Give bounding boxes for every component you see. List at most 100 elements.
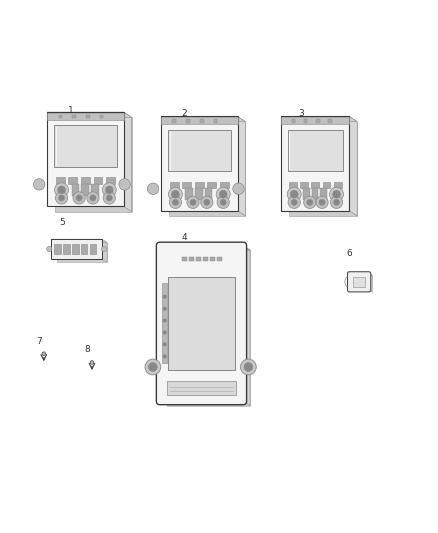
Bar bbox=[214, 119, 217, 123]
Bar bbox=[54, 125, 117, 167]
Text: 6: 6 bbox=[346, 249, 352, 258]
Circle shape bbox=[171, 190, 179, 198]
Polygon shape bbox=[243, 246, 250, 406]
Circle shape bbox=[163, 295, 166, 298]
Bar bbox=[289, 182, 297, 188]
Bar bbox=[334, 182, 342, 188]
Text: 3: 3 bbox=[298, 109, 304, 118]
Circle shape bbox=[288, 196, 300, 208]
Text: 2: 2 bbox=[182, 109, 187, 118]
Circle shape bbox=[163, 319, 166, 322]
Circle shape bbox=[73, 192, 85, 204]
Circle shape bbox=[163, 355, 166, 358]
Bar bbox=[71, 184, 79, 196]
Bar bbox=[195, 188, 203, 200]
Bar bbox=[47, 113, 124, 120]
Circle shape bbox=[330, 196, 343, 208]
Bar bbox=[304, 119, 307, 123]
Text: 1: 1 bbox=[68, 107, 74, 115]
Bar bbox=[208, 182, 216, 188]
Bar bbox=[303, 188, 310, 200]
Circle shape bbox=[219, 190, 227, 198]
Circle shape bbox=[169, 196, 181, 208]
Bar bbox=[64, 244, 70, 254]
Text: 4: 4 bbox=[182, 233, 187, 243]
Circle shape bbox=[290, 190, 298, 198]
Bar bbox=[186, 119, 190, 123]
Circle shape bbox=[42, 352, 46, 356]
Circle shape bbox=[46, 246, 52, 252]
Bar bbox=[203, 257, 208, 261]
Circle shape bbox=[168, 187, 182, 201]
Bar bbox=[220, 182, 229, 188]
Bar bbox=[205, 188, 212, 200]
Circle shape bbox=[58, 195, 64, 201]
Circle shape bbox=[172, 199, 178, 205]
Bar bbox=[189, 257, 194, 261]
Bar bbox=[217, 257, 222, 261]
Circle shape bbox=[332, 190, 340, 198]
Bar bbox=[72, 115, 76, 118]
Polygon shape bbox=[55, 117, 131, 212]
Polygon shape bbox=[237, 117, 245, 216]
Circle shape bbox=[106, 186, 113, 194]
Circle shape bbox=[287, 187, 301, 201]
Text: 8: 8 bbox=[85, 345, 90, 354]
Bar bbox=[68, 177, 77, 184]
Circle shape bbox=[101, 246, 106, 252]
Bar bbox=[353, 277, 365, 287]
Circle shape bbox=[103, 192, 116, 204]
Bar bbox=[168, 130, 231, 171]
Bar bbox=[106, 177, 115, 184]
Circle shape bbox=[190, 199, 196, 205]
Circle shape bbox=[76, 195, 82, 201]
Polygon shape bbox=[289, 122, 357, 216]
Circle shape bbox=[291, 199, 297, 205]
Circle shape bbox=[87, 192, 99, 204]
Circle shape bbox=[307, 199, 313, 205]
Circle shape bbox=[204, 199, 210, 205]
Bar bbox=[54, 244, 61, 254]
Polygon shape bbox=[369, 273, 372, 292]
Polygon shape bbox=[51, 239, 107, 243]
Bar bbox=[292, 119, 295, 123]
Bar bbox=[195, 182, 204, 188]
Polygon shape bbox=[160, 246, 250, 250]
Bar bbox=[320, 188, 327, 200]
Circle shape bbox=[333, 199, 339, 205]
Circle shape bbox=[90, 195, 96, 201]
Bar bbox=[328, 119, 332, 123]
Circle shape bbox=[34, 179, 45, 190]
Bar bbox=[59, 115, 62, 118]
Bar bbox=[323, 182, 330, 188]
Bar bbox=[94, 177, 102, 184]
Circle shape bbox=[319, 199, 325, 205]
Bar bbox=[47, 112, 124, 206]
Bar bbox=[210, 257, 215, 261]
Circle shape bbox=[201, 196, 213, 208]
Circle shape bbox=[316, 196, 328, 208]
Bar bbox=[90, 244, 96, 254]
Circle shape bbox=[187, 196, 199, 208]
Circle shape bbox=[55, 192, 67, 204]
Circle shape bbox=[145, 359, 161, 375]
Bar bbox=[100, 115, 103, 118]
Bar bbox=[166, 381, 237, 395]
Bar bbox=[81, 177, 90, 184]
Circle shape bbox=[148, 362, 157, 372]
Bar bbox=[182, 257, 187, 261]
Circle shape bbox=[217, 196, 230, 208]
Bar bbox=[316, 119, 320, 123]
Bar bbox=[281, 117, 349, 211]
Circle shape bbox=[240, 359, 256, 375]
FancyBboxPatch shape bbox=[156, 242, 247, 405]
Polygon shape bbox=[350, 273, 372, 276]
Bar bbox=[168, 277, 235, 370]
Polygon shape bbox=[167, 250, 250, 406]
Bar bbox=[200, 119, 204, 123]
Circle shape bbox=[163, 343, 166, 346]
Circle shape bbox=[233, 183, 244, 195]
Bar bbox=[185, 188, 193, 200]
Polygon shape bbox=[350, 117, 357, 216]
Circle shape bbox=[147, 183, 159, 195]
